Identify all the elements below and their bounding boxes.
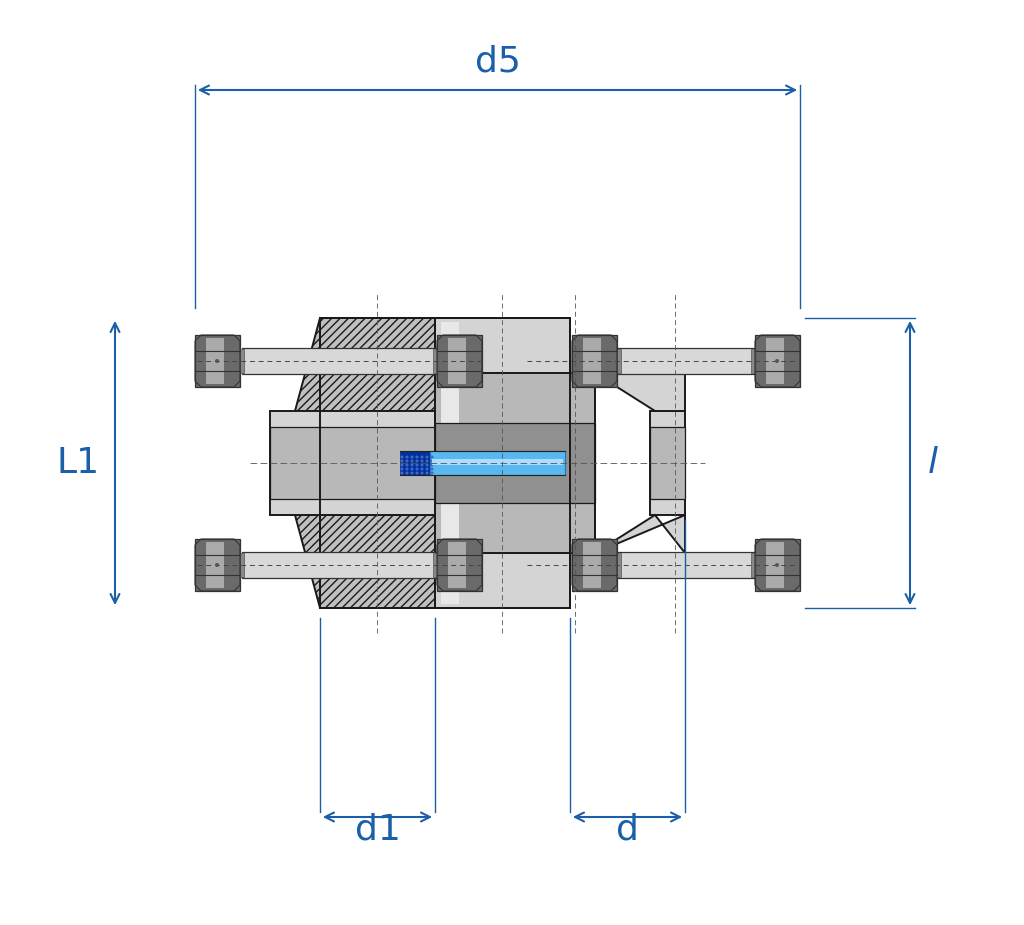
- Circle shape: [406, 455, 409, 459]
- Bar: [572, 552, 755, 578]
- Polygon shape: [435, 318, 570, 373]
- Circle shape: [421, 455, 424, 459]
- Bar: [755, 539, 800, 591]
- Circle shape: [775, 359, 779, 363]
- Circle shape: [421, 472, 424, 475]
- Circle shape: [430, 463, 433, 466]
- Circle shape: [406, 472, 409, 475]
- Circle shape: [406, 463, 409, 466]
- Text: L1: L1: [57, 446, 100, 480]
- Bar: [766, 542, 784, 588]
- Bar: [240, 350, 244, 373]
- Bar: [430, 451, 565, 475]
- Bar: [437, 539, 482, 591]
- Circle shape: [411, 472, 414, 475]
- Polygon shape: [595, 373, 685, 411]
- Circle shape: [421, 463, 424, 466]
- Bar: [433, 350, 437, 373]
- Circle shape: [400, 463, 403, 466]
- Circle shape: [411, 455, 414, 459]
- Bar: [449, 338, 466, 384]
- Circle shape: [411, 467, 414, 471]
- Bar: [650, 411, 685, 515]
- Circle shape: [426, 472, 428, 475]
- Circle shape: [406, 460, 409, 462]
- Bar: [432, 459, 563, 465]
- Circle shape: [430, 472, 433, 475]
- Text: d: d: [616, 813, 639, 847]
- Circle shape: [426, 463, 428, 466]
- Circle shape: [421, 467, 424, 471]
- Circle shape: [406, 467, 409, 471]
- Polygon shape: [435, 553, 570, 608]
- Circle shape: [411, 463, 414, 466]
- Polygon shape: [319, 515, 435, 608]
- Circle shape: [400, 467, 403, 471]
- Bar: [572, 539, 617, 591]
- Circle shape: [400, 460, 403, 462]
- Circle shape: [775, 563, 779, 567]
- Bar: [650, 427, 685, 499]
- Circle shape: [215, 359, 219, 363]
- Bar: [584, 542, 601, 588]
- Circle shape: [430, 460, 433, 462]
- Bar: [433, 553, 437, 576]
- Polygon shape: [319, 318, 435, 411]
- Circle shape: [416, 463, 419, 466]
- Polygon shape: [295, 515, 319, 608]
- Bar: [195, 335, 240, 387]
- Text: l: l: [928, 446, 938, 480]
- Circle shape: [430, 455, 433, 459]
- Circle shape: [416, 467, 419, 471]
- Circle shape: [426, 467, 428, 471]
- Bar: [242, 348, 437, 374]
- Bar: [435, 373, 595, 553]
- Bar: [195, 539, 240, 591]
- Circle shape: [215, 563, 219, 567]
- Bar: [755, 335, 800, 387]
- Bar: [206, 338, 224, 384]
- Bar: [751, 350, 755, 373]
- Circle shape: [416, 460, 419, 462]
- Polygon shape: [295, 318, 319, 411]
- Bar: [766, 338, 784, 384]
- Bar: [617, 350, 621, 373]
- Bar: [441, 322, 459, 604]
- Bar: [751, 553, 755, 576]
- Bar: [617, 553, 621, 576]
- Bar: [270, 427, 435, 499]
- Circle shape: [416, 472, 419, 475]
- Bar: [449, 542, 466, 588]
- Circle shape: [400, 472, 403, 475]
- Bar: [572, 348, 755, 374]
- Circle shape: [411, 460, 414, 462]
- Circle shape: [430, 467, 433, 471]
- Bar: [240, 553, 244, 576]
- Circle shape: [400, 455, 403, 459]
- Polygon shape: [595, 515, 685, 553]
- Bar: [270, 411, 435, 515]
- Bar: [435, 423, 595, 503]
- Text: d1: d1: [354, 813, 400, 847]
- Bar: [572, 335, 617, 387]
- Circle shape: [426, 455, 428, 459]
- Bar: [400, 451, 435, 475]
- Circle shape: [416, 455, 419, 459]
- Bar: [584, 338, 601, 384]
- Circle shape: [421, 460, 424, 462]
- Text: d5: d5: [474, 44, 520, 78]
- Bar: [242, 552, 437, 578]
- Bar: [206, 542, 224, 588]
- Bar: [437, 335, 482, 387]
- Circle shape: [426, 460, 428, 462]
